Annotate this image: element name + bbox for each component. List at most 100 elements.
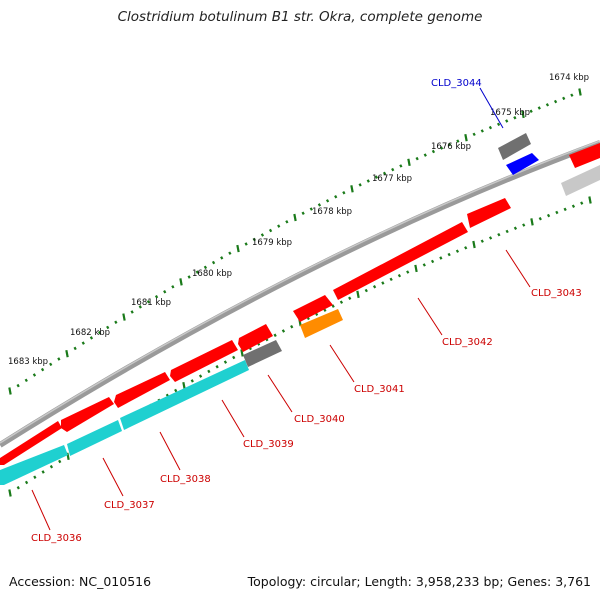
inner-tick-mark xyxy=(422,263,426,267)
inner-tick-mark xyxy=(488,236,493,240)
gene-label-cld-3042[interactable]: CLD_3042 xyxy=(442,337,493,348)
tick-label: 1680 kbp xyxy=(192,269,232,279)
tick-label: 1679 kbp xyxy=(252,238,292,248)
tick-label: 1675 kbp xyxy=(490,108,530,118)
label-leaders xyxy=(31,87,531,531)
inner-tick-mark xyxy=(8,489,12,497)
gene-cld-3036-cyan-arrow[interactable] xyxy=(0,445,68,485)
inner-tick-track xyxy=(8,196,592,497)
inner-tick-mark xyxy=(588,196,592,204)
gene-cld-3040-grey-arrow[interactable] xyxy=(243,340,282,367)
outer-tick-mark xyxy=(89,336,94,340)
outer-tick-mark xyxy=(106,325,110,330)
outer-tick-mark xyxy=(496,122,501,127)
gene-label-cld-3041[interactable]: CLD_3041 xyxy=(354,384,405,395)
gene-cld-3044-grey-arrow[interactable] xyxy=(498,133,531,160)
gene-cld-3043-arrow[interactable] xyxy=(467,198,511,228)
gene-label-cld-3039[interactable]: CLD_3039 xyxy=(243,439,294,450)
gene-cld-3037-arrow[interactable] xyxy=(61,397,114,432)
outer-tick-track xyxy=(8,88,582,395)
inner-tick-mark xyxy=(397,273,402,278)
inner-tick-mark xyxy=(207,369,211,374)
outer-tick-mark xyxy=(244,242,248,246)
outer-tick-mark xyxy=(252,237,256,242)
inner-tick-mark xyxy=(281,329,286,333)
gene-right-lightgrey-arrow[interactable] xyxy=(561,165,600,196)
inner-tick-mark xyxy=(546,213,551,218)
outer-tick-mark xyxy=(562,96,566,101)
outer-tick-mark xyxy=(57,357,61,361)
outer-tick-mark xyxy=(268,228,273,233)
inner-tick-mark xyxy=(24,480,29,485)
inner-tick-mark xyxy=(455,249,460,253)
outer-tick-mark xyxy=(187,275,191,279)
gene-cld-3041-arrow[interactable] xyxy=(293,295,333,322)
outer-tick-mark xyxy=(553,99,558,104)
inner-tick-mark xyxy=(430,259,435,264)
outer-tick-mark xyxy=(456,139,460,143)
gene-cld-3038-arrow[interactable] xyxy=(114,372,170,408)
outer-tick-mark xyxy=(73,346,77,351)
inner-tick-mark xyxy=(182,381,186,390)
inner-tick-mark xyxy=(497,232,501,237)
inner-tick-mark xyxy=(480,239,484,243)
outer-tick-mark xyxy=(358,183,362,187)
inner-tick-mark xyxy=(49,465,54,469)
gene-cld-3042-arrow[interactable] xyxy=(333,222,468,300)
inner-tick-mark xyxy=(513,226,518,230)
inner-tick-mark xyxy=(356,290,360,299)
inner-tick-mark xyxy=(538,216,542,221)
gene-right-red-arrow[interactable] xyxy=(569,143,600,168)
tick-label: 1674 kbp xyxy=(549,73,589,83)
gene-label-cld-3036[interactable]: CLD_3036 xyxy=(31,533,82,544)
gene-cld-3039-arrow[interactable] xyxy=(170,340,238,382)
gene-label-cld-3037[interactable]: CLD_3037 xyxy=(104,500,155,511)
inner-tick-mark xyxy=(389,277,393,282)
gene-label-cld-3040[interactable]: CLD_3040 xyxy=(294,414,345,425)
inner-tick-mark xyxy=(174,388,178,393)
outer-tick-mark xyxy=(570,93,574,97)
outer-tick-mark xyxy=(317,203,322,207)
outer-tick-mark xyxy=(260,233,265,237)
tick-label: 1681 kbp xyxy=(131,298,171,308)
inner-tick-mark xyxy=(273,333,277,338)
gene-label-cld-3044[interactable]: CLD_3044 xyxy=(431,78,482,89)
outer-tick-mark xyxy=(81,341,85,345)
outer-tick-mark xyxy=(163,290,167,294)
tick-label: 1682 kbp xyxy=(70,328,110,338)
gene-label-cld-3043[interactable]: CLD_3043 xyxy=(531,288,582,299)
inner-tick-mark xyxy=(190,379,194,383)
outer-tick-mark xyxy=(8,387,12,395)
outer-tick-mark xyxy=(146,300,151,304)
inner-tick-mark xyxy=(339,300,344,304)
gene-label-cld-3038[interactable]: CLD_3038 xyxy=(160,474,211,485)
inner-tick-mark xyxy=(406,270,410,274)
outer-tick-mark xyxy=(114,320,118,324)
inner-tick-mark xyxy=(33,475,37,479)
gene-cld-3040-arrow[interactable] xyxy=(238,324,273,352)
gene-cld-3041-orange-arrow[interactable] xyxy=(300,309,343,338)
inner-tick-mark xyxy=(348,296,352,300)
outer-tick-mark xyxy=(203,265,208,270)
inner-tick-mark xyxy=(331,304,335,308)
tick-labels: 1674 kbp 1675 kbp 1676 kbp 1677 kbp 1678 kbp… xyxy=(8,73,589,367)
forward-strand-genes xyxy=(0,133,600,465)
gene-cld-3037-cyan-arrow[interactable] xyxy=(67,420,122,456)
outer-tick-mark xyxy=(24,378,28,383)
outer-tick-mark xyxy=(391,167,395,172)
gene-cld-3036-arrow[interactable] xyxy=(0,421,62,465)
outer-tick-mark xyxy=(32,373,37,377)
inner-tick-mark xyxy=(66,452,70,460)
inner-tick-mark xyxy=(447,252,451,257)
gene-cld-3044-blue-arrow[interactable] xyxy=(506,153,539,175)
inner-tick-mark xyxy=(522,223,526,227)
outer-tick-mark xyxy=(325,199,330,203)
inner-tick-mark xyxy=(580,201,584,205)
outer-tick-mark xyxy=(130,310,134,314)
outer-tick-mark xyxy=(97,330,102,335)
reverse-strand-genes xyxy=(0,153,600,485)
inner-tick-mark xyxy=(223,360,228,364)
outer-tick-mark xyxy=(537,106,541,110)
gene-cld-3038-cyan-arrow[interactable] xyxy=(120,360,249,430)
